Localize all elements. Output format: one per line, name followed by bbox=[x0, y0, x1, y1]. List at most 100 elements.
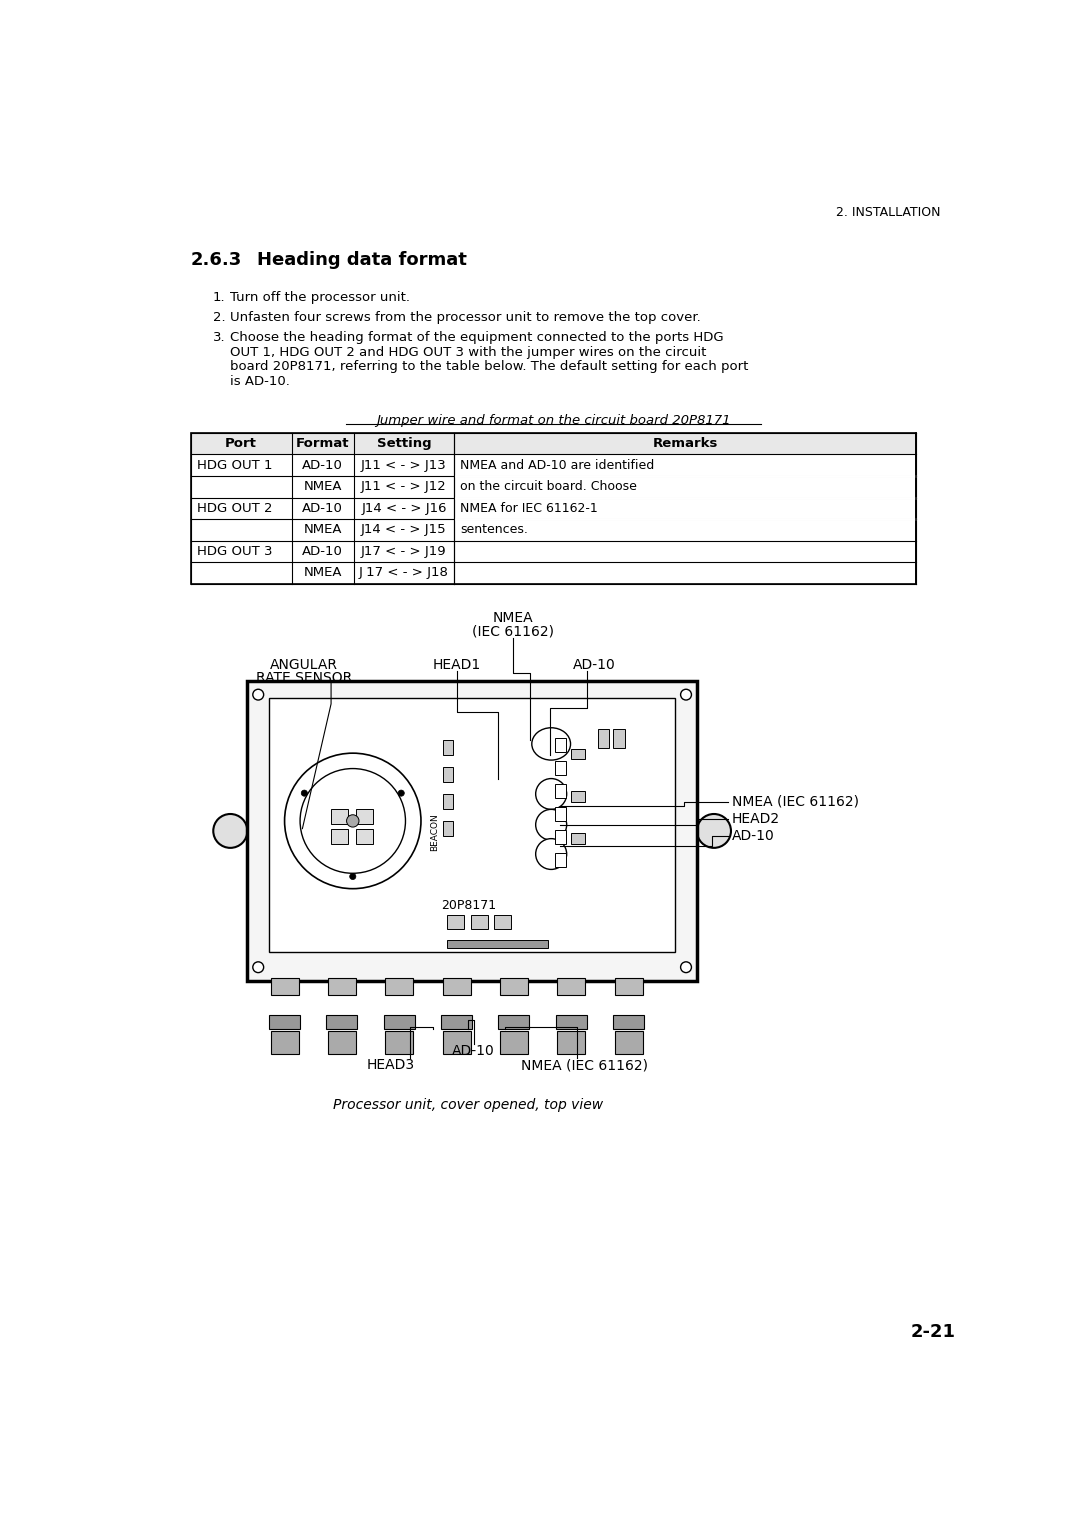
Bar bbox=[271, 1031, 298, 1054]
Text: 2. INSTALLATION: 2. INSTALLATION bbox=[837, 206, 941, 219]
Text: 20P8171: 20P8171 bbox=[442, 898, 497, 912]
Bar bbox=[332, 828, 348, 843]
Text: 2.: 2. bbox=[213, 312, 225, 324]
Text: 2.6.3: 2.6.3 bbox=[191, 252, 242, 269]
Text: 1.: 1. bbox=[213, 292, 225, 304]
Text: NMEA: NMEA bbox=[303, 567, 341, 579]
Text: ANGULAR: ANGULAR bbox=[270, 657, 338, 672]
Circle shape bbox=[253, 961, 264, 973]
Text: HDG OUT 1: HDG OUT 1 bbox=[197, 458, 272, 472]
Text: Port: Port bbox=[226, 437, 257, 451]
Bar bbox=[494, 915, 511, 929]
Circle shape bbox=[301, 790, 308, 796]
Circle shape bbox=[680, 689, 691, 700]
Text: AD-10: AD-10 bbox=[732, 828, 774, 842]
Text: HDG OUT 2: HDG OUT 2 bbox=[197, 501, 272, 515]
Text: AD-10: AD-10 bbox=[572, 657, 616, 672]
Bar bbox=[191, 432, 916, 584]
Text: NMEA (IEC 61162): NMEA (IEC 61162) bbox=[732, 795, 859, 808]
Text: HEAD3: HEAD3 bbox=[367, 1057, 415, 1073]
Text: Heading data format: Heading data format bbox=[257, 252, 468, 269]
Bar bbox=[332, 808, 348, 824]
Bar bbox=[499, 1015, 529, 1028]
Bar bbox=[615, 978, 643, 995]
Bar bbox=[356, 828, 373, 843]
Bar bbox=[269, 698, 675, 952]
Text: J 17 < - > J18: J 17 < - > J18 bbox=[359, 567, 449, 579]
Circle shape bbox=[399, 790, 404, 796]
Bar bbox=[441, 1015, 472, 1028]
Bar bbox=[447, 915, 464, 929]
Text: NMEA: NMEA bbox=[303, 524, 341, 536]
Text: NMEA: NMEA bbox=[492, 611, 534, 625]
Bar bbox=[500, 1031, 528, 1054]
Circle shape bbox=[213, 814, 247, 848]
Bar bbox=[356, 808, 373, 824]
Circle shape bbox=[680, 961, 691, 973]
Text: Turn off the processor unit.: Turn off the processor unit. bbox=[230, 292, 409, 304]
Bar bbox=[471, 915, 488, 929]
Bar bbox=[613, 729, 625, 747]
Bar bbox=[555, 784, 566, 798]
Circle shape bbox=[536, 779, 567, 810]
Bar bbox=[247, 681, 697, 981]
Bar bbox=[555, 830, 566, 843]
Text: J11 < - > J12: J11 < - > J12 bbox=[361, 480, 447, 494]
Circle shape bbox=[697, 814, 731, 848]
Bar bbox=[615, 1031, 643, 1054]
Text: (IEC 61162): (IEC 61162) bbox=[472, 625, 554, 639]
Bar bbox=[555, 807, 566, 821]
Text: board 20P8171, referring to the table below. The default setting for each port: board 20P8171, referring to the table be… bbox=[230, 361, 748, 373]
Text: AD-10: AD-10 bbox=[302, 458, 343, 472]
Circle shape bbox=[300, 769, 405, 874]
Text: Jumper wire and format on the circuit board 20P8171: Jumper wire and format on the circuit bo… bbox=[376, 414, 731, 428]
Circle shape bbox=[350, 874, 356, 880]
Text: J17 < - > J19: J17 < - > J19 bbox=[361, 545, 447, 558]
Bar bbox=[443, 978, 471, 995]
Text: Unfasten four screws from the processor unit to remove the top cover.: Unfasten four screws from the processor … bbox=[230, 312, 700, 324]
Text: HEAD2: HEAD2 bbox=[732, 811, 780, 825]
Bar bbox=[444, 795, 453, 810]
Bar bbox=[191, 432, 916, 454]
Text: AD-10: AD-10 bbox=[453, 1044, 495, 1059]
Text: OUT 1, HDG OUT 2 and HDG OUT 3 with the jumper wires on the circuit: OUT 1, HDG OUT 2 and HDG OUT 3 with the … bbox=[230, 345, 706, 359]
Bar bbox=[443, 1031, 471, 1054]
Bar bbox=[444, 740, 453, 755]
Bar bbox=[557, 978, 585, 995]
Bar bbox=[269, 1015, 300, 1028]
Text: 2-21: 2-21 bbox=[910, 1323, 956, 1342]
Bar bbox=[326, 1015, 357, 1028]
Text: on the circuit board. Choose: on the circuit board. Choose bbox=[460, 480, 637, 494]
Bar bbox=[555, 761, 566, 775]
Text: J11 < - > J13: J11 < - > J13 bbox=[361, 458, 447, 472]
Text: J14 < - > J15: J14 < - > J15 bbox=[361, 524, 447, 536]
Text: Choose the heading format of the equipment connected to the ports HDG: Choose the heading format of the equipme… bbox=[230, 332, 724, 344]
Bar bbox=[613, 1015, 644, 1028]
Text: RATE SENSOR: RATE SENSOR bbox=[256, 671, 352, 685]
Bar bbox=[386, 1031, 414, 1054]
Ellipse shape bbox=[531, 727, 570, 759]
Circle shape bbox=[536, 839, 567, 869]
Text: NMEA for IEC 61162-1: NMEA for IEC 61162-1 bbox=[460, 501, 598, 515]
Circle shape bbox=[347, 814, 359, 827]
Circle shape bbox=[253, 689, 264, 700]
Bar bbox=[328, 978, 356, 995]
Text: AD-10: AD-10 bbox=[302, 501, 343, 515]
Bar bbox=[383, 1015, 415, 1028]
Circle shape bbox=[536, 810, 567, 840]
Text: BEACON: BEACON bbox=[430, 813, 438, 851]
Text: Remarks: Remarks bbox=[652, 437, 718, 451]
Bar bbox=[556, 1015, 586, 1028]
Text: Processor unit, cover opened, top view: Processor unit, cover opened, top view bbox=[334, 1099, 604, 1112]
Bar bbox=[328, 1031, 356, 1054]
Text: NMEA (IEC 61162): NMEA (IEC 61162) bbox=[521, 1057, 648, 1073]
Text: 3.: 3. bbox=[213, 332, 225, 344]
Bar bbox=[447, 940, 548, 947]
Bar bbox=[500, 978, 528, 995]
Text: NMEA and AD-10 are identified: NMEA and AD-10 are identified bbox=[460, 458, 654, 472]
Text: HDG OUT 3: HDG OUT 3 bbox=[197, 545, 272, 558]
Text: J14 < - > J16: J14 < - > J16 bbox=[361, 501, 447, 515]
Bar bbox=[444, 821, 453, 836]
Bar bbox=[271, 978, 298, 995]
Bar bbox=[444, 767, 453, 782]
